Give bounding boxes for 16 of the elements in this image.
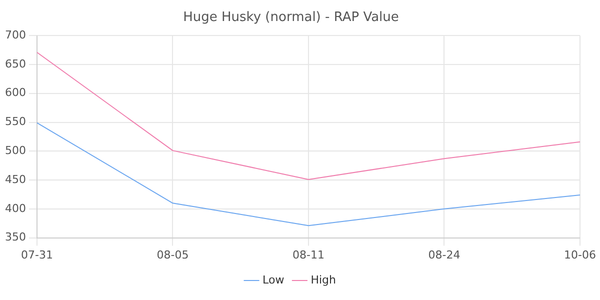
y-tick-label: 550 <box>4 115 26 128</box>
x-tick-label: 10-06 <box>564 248 596 262</box>
x-tick-label: 07-31 <box>21 248 53 262</box>
legend-label: Low <box>262 273 284 286</box>
y-tick-label: 400 <box>4 202 26 215</box>
y-tick-label: 600 <box>4 86 26 100</box>
y-tick-label: 650 <box>4 57 26 70</box>
y-tick-label: 450 <box>4 172 26 186</box>
y-tick-label: 350 <box>4 230 26 244</box>
x-tick-label: 08-05 <box>156 248 189 262</box>
x-tick-label: 08-24 <box>428 248 460 262</box>
x-tick-label: 08-11 <box>292 248 324 262</box>
y-tick-label: 500 <box>4 144 26 157</box>
legend-label: High <box>310 273 336 286</box>
chart-title: Huge Husky (normal) - RAP Value <box>183 10 399 26</box>
y-tick-label: 700 <box>4 28 26 42</box>
